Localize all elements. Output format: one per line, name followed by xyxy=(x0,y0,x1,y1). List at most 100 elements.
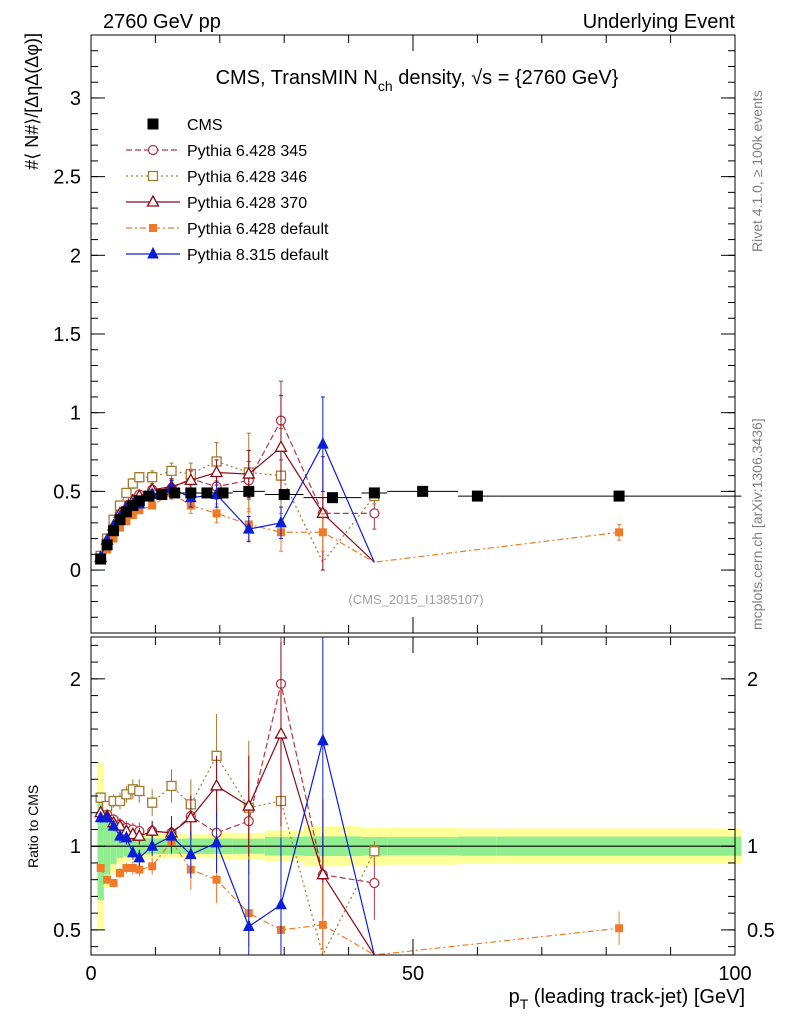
ytick-label-left-5: 2.5 xyxy=(53,167,81,189)
cms-point-2 xyxy=(108,525,120,537)
ratio-plot-frame xyxy=(90,636,736,956)
cms-data-layer xyxy=(95,485,742,565)
xtick-label-2: 100 xyxy=(718,963,751,985)
legend-label-3: Pythia 6.428 370 xyxy=(187,195,307,212)
legend-item-3: Pythia 6.428 370 xyxy=(126,194,307,212)
ratio-ytick-label-left-1: 1 xyxy=(70,836,81,858)
series-1-point-7 xyxy=(147,472,158,483)
legend-marker-3 xyxy=(146,194,160,207)
xtick-label-1: 50 xyxy=(402,963,424,985)
y-axis-label: #⟨ N#⟩/[ΔηΔ(Δφ)] xyxy=(22,33,42,170)
legend-label-0: CMS xyxy=(187,117,223,134)
series-3-ratio-point-2 xyxy=(109,879,118,888)
cms-point-18 xyxy=(471,490,483,502)
ratio-ytick-label-left-0: 0.5 xyxy=(53,920,81,942)
title-main: CMS, TransMIN N xyxy=(216,67,378,89)
series-3-ratio-point-15 xyxy=(615,924,624,933)
axes: 00.511.522.530.5 0.51 12 20 50 100 xyxy=(53,35,775,985)
legend-marker-2 xyxy=(147,170,159,182)
series-2-point-11 xyxy=(242,466,256,479)
cms-point-10 xyxy=(185,487,197,499)
series-4-point-13 xyxy=(317,437,329,449)
ytick-label-left-2: 1 xyxy=(70,403,81,425)
series-4-ratio-point-8 xyxy=(165,829,178,841)
series-4-point-11 xyxy=(242,522,255,534)
cms-point-12 xyxy=(217,487,229,499)
ratio-ytick-label-right-1: 1 xyxy=(747,836,758,858)
series-4-ratio-point-13 xyxy=(317,733,329,746)
title-rest: density, √s = {2760 GeV} xyxy=(393,67,619,89)
cms-point-13 xyxy=(243,485,255,497)
series-1-point-8 xyxy=(166,465,177,477)
series-4-ratio-point-10 xyxy=(210,835,223,848)
x-axis-label-rest: (leading track-jet) [GeV] xyxy=(528,986,745,1008)
cms-point-14 xyxy=(278,489,290,501)
legend-marker-0 xyxy=(147,118,159,130)
series-4-ratio-point-12 xyxy=(275,897,287,910)
cms-point-0 xyxy=(95,553,107,565)
series-3-ratio-point-10 xyxy=(212,875,221,884)
series-3-point-13 xyxy=(318,528,327,537)
ratio-ytick-label-left-2: 2 xyxy=(70,669,81,691)
series-4-ratio-point-2 xyxy=(107,819,120,831)
ytick-label-left-1: 0.5 xyxy=(53,481,81,503)
cms-point-8 xyxy=(156,489,168,501)
cms-point-9 xyxy=(169,487,181,499)
series-1-point-5 xyxy=(127,478,139,489)
legend-label-1: Pythia 6.428 345 xyxy=(187,143,307,160)
series-3-ratio-point-3 xyxy=(115,868,124,877)
series-3 xyxy=(96,486,624,956)
series-1-ratio-point-0 xyxy=(95,792,106,803)
series-3-point-10 xyxy=(212,509,221,518)
x-axis-label-subscript: T xyxy=(520,996,529,1012)
xtick-label-0: 0 xyxy=(85,963,96,985)
legend-label-2: Pythia 6.428 346 xyxy=(187,169,307,186)
cms-point-17 xyxy=(417,485,429,497)
series-0-ratio-point-14 xyxy=(369,877,380,889)
side-text-lower: mcplots.cern.ch [arXiv:1306.3436] xyxy=(749,418,765,630)
cms-point-19 xyxy=(613,490,625,502)
chart-title: CMS, TransMIN Nch density, √s = {2760 Ge… xyxy=(216,67,619,94)
cms-point-3 xyxy=(114,514,126,526)
x-axis-label: pT (leading track-jet) [GeV] xyxy=(509,986,745,1012)
series-1-point-6 xyxy=(134,472,145,483)
cms-point-15 xyxy=(327,492,338,504)
cms-point-7 xyxy=(143,490,155,502)
legend: CMS Pythia 6.428 345 Pythia 6.428 346 Pythi… xyxy=(126,117,329,264)
series-3-point-15 xyxy=(615,528,624,537)
series-1-ratio-point-14 xyxy=(369,846,380,857)
series-2-point-10 xyxy=(209,465,224,478)
watermark-label: (CMS_2015_I1385107) xyxy=(348,592,483,607)
series-4-ratio-point-11 xyxy=(242,919,255,932)
cms-point-1 xyxy=(101,539,113,551)
title-subscript: ch xyxy=(378,78,393,94)
legend-item-0: CMS xyxy=(147,117,223,134)
legend-label-5: Pythia 8.315 default xyxy=(187,247,329,264)
series-1-ratio-point-3 xyxy=(114,795,126,807)
series-3-ratio-point-13 xyxy=(318,920,327,929)
legend-item-1: Pythia 6.428 345 xyxy=(126,143,307,160)
series-2-ratio-point-7 xyxy=(145,823,159,836)
ratio-ytick-label-right-0: 0.5 xyxy=(747,920,775,942)
ratio-ytick-label-right-2: 2 xyxy=(747,669,758,691)
legend-item-2: Pythia 6.428 346 xyxy=(126,169,307,186)
legend-marker-1 xyxy=(147,144,159,156)
series-4-ratio-point-3 xyxy=(114,829,126,841)
series-0-point-14 xyxy=(369,508,380,519)
cms-point-6 xyxy=(133,495,145,507)
series-4-ratio-point-6 xyxy=(133,850,146,863)
series-layer xyxy=(94,380,624,957)
series-1-ratio-point-8 xyxy=(166,780,177,792)
series-2-ratio-point-9 xyxy=(184,810,198,823)
series-4-ratio-point-9 xyxy=(185,847,197,860)
ytick-label-left-0: 0 xyxy=(70,560,81,582)
cms-point-4 xyxy=(120,506,132,518)
series-4-ratio-point-4 xyxy=(120,830,133,843)
cms-point-11 xyxy=(201,487,213,499)
series-3-ratio-point-7 xyxy=(148,862,157,871)
series-1-point-4 xyxy=(121,487,132,499)
header-left: 2760 GeV pp xyxy=(103,11,221,33)
series-line-main-0 xyxy=(100,419,375,557)
legend-marker-4 xyxy=(149,224,157,232)
